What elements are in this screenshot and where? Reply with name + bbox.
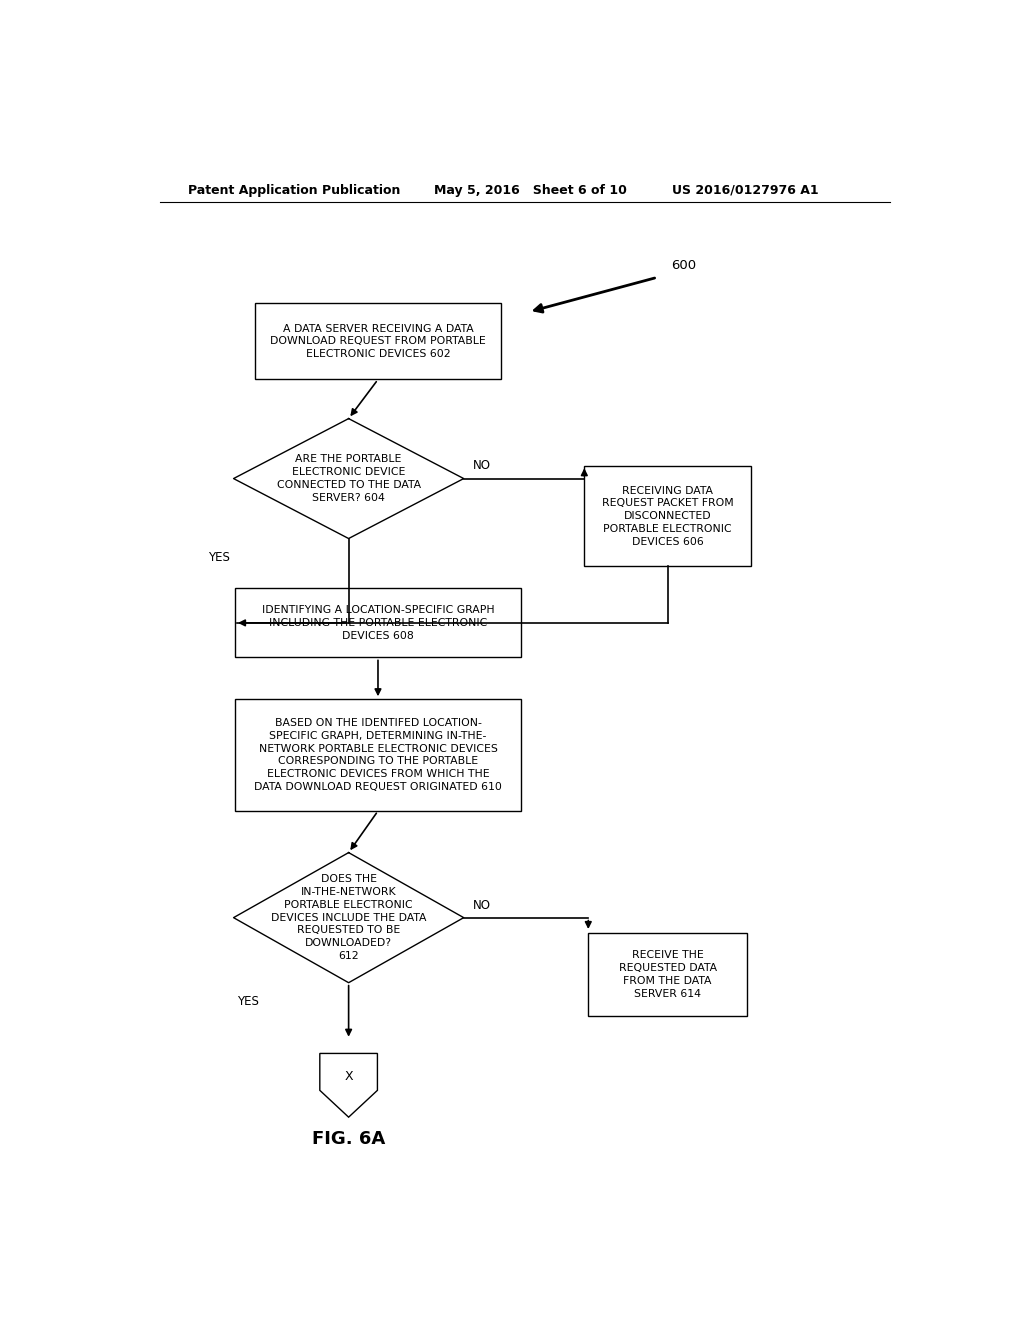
Text: 600: 600 [671,259,696,272]
Text: May 5, 2016   Sheet 6 of 10: May 5, 2016 Sheet 6 of 10 [433,183,627,197]
Polygon shape [233,418,464,539]
Text: RECEIVING DATA
REQUEST PACKET FROM
DISCONNECTED
PORTABLE ELECTRONIC
DEVICES 606: RECEIVING DATA REQUEST PACKET FROM DISCO… [602,486,733,546]
FancyBboxPatch shape [236,700,521,810]
Text: ARE THE PORTABLE
ELECTRONIC DEVICE
CONNECTED TO THE DATA
SERVER? 604: ARE THE PORTABLE ELECTRONIC DEVICE CONNE… [276,454,421,503]
Text: NO: NO [473,899,492,912]
Text: X: X [344,1071,353,1084]
Polygon shape [319,1053,378,1117]
FancyBboxPatch shape [255,304,501,379]
Text: IDENTIFYING A LOCATION-SPECIFIC GRAPH
INCLUDING THE PORTABLE ELECTRONIC
DEVICES : IDENTIFYING A LOCATION-SPECIFIC GRAPH IN… [262,605,495,640]
Text: NO: NO [473,459,492,473]
FancyBboxPatch shape [585,466,751,566]
Polygon shape [233,853,464,982]
Text: US 2016/0127976 A1: US 2016/0127976 A1 [672,183,818,197]
Text: DOES THE
IN-THE-NETWORK
PORTABLE ELECTRONIC
DEVICES INCLUDE THE DATA
REQUESTED T: DOES THE IN-THE-NETWORK PORTABLE ELECTRO… [271,874,426,961]
Text: Patent Application Publication: Patent Application Publication [187,183,400,197]
Text: YES: YES [238,995,259,1008]
Text: BASED ON THE IDENTIFED LOCATION-
SPECIFIC GRAPH, DETERMINING IN-THE-
NETWORK POR: BASED ON THE IDENTIFED LOCATION- SPECIFI… [254,718,502,792]
Text: RECEIVE THE
REQUESTED DATA
FROM THE DATA
SERVER 614: RECEIVE THE REQUESTED DATA FROM THE DATA… [618,950,717,999]
Text: YES: YES [208,550,229,564]
Text: FIG. 6A: FIG. 6A [312,1130,385,1148]
FancyBboxPatch shape [588,933,748,1016]
FancyBboxPatch shape [236,589,521,657]
Text: A DATA SERVER RECEIVING A DATA
DOWNLOAD REQUEST FROM PORTABLE
ELECTRONIC DEVICES: A DATA SERVER RECEIVING A DATA DOWNLOAD … [270,323,485,359]
